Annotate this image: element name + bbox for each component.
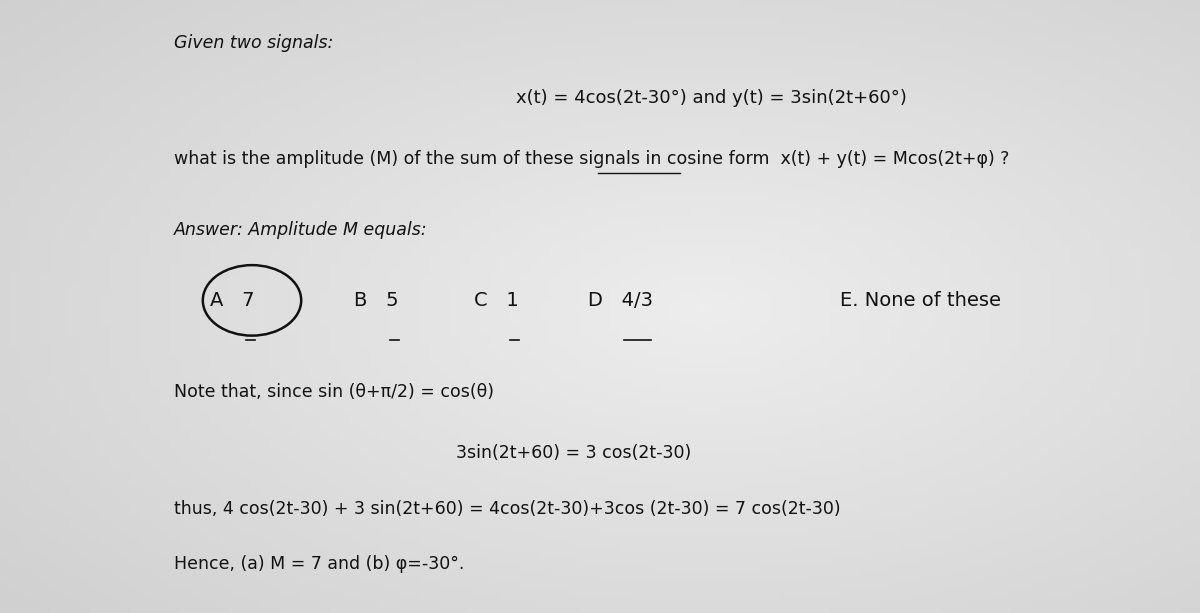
Text: D   4/3: D 4/3 <box>588 291 653 310</box>
Text: 3sin(2t+60) = 3 cos(2t-30): 3sin(2t+60) = 3 cos(2t-30) <box>456 444 691 462</box>
Text: A   7: A 7 <box>210 291 254 310</box>
Text: B   5: B 5 <box>354 291 398 310</box>
Text: Given two signals:: Given two signals: <box>174 34 334 51</box>
Text: Note that, since sin (θ+π/2) = cos(θ): Note that, since sin (θ+π/2) = cos(θ) <box>174 383 494 401</box>
Text: E. None of these: E. None of these <box>840 291 1001 310</box>
Text: Hence, (a) M = 7 and (b) φ=-30°.: Hence, (a) M = 7 and (b) φ=-30°. <box>174 555 464 573</box>
Text: C   1: C 1 <box>474 291 518 310</box>
Text: Answer: Amplitude M equals:: Answer: Amplitude M equals: <box>174 221 427 238</box>
Text: what is the amplitude (M) of the sum of these signals in cosine form  x(t) + y(t: what is the amplitude (M) of the sum of … <box>174 150 1009 168</box>
Text: x(t) = 4cos(2t-30°) and y(t) = 3sin(2t+60°): x(t) = 4cos(2t-30°) and y(t) = 3sin(2t+6… <box>516 89 907 107</box>
Text: thus, 4 cos(2t-30) + 3 sin(2t+60) = 4cos(2t-30)+3cos (2t-30) = 7 cos(2t-30): thus, 4 cos(2t-30) + 3 sin(2t+60) = 4cos… <box>174 500 841 517</box>
